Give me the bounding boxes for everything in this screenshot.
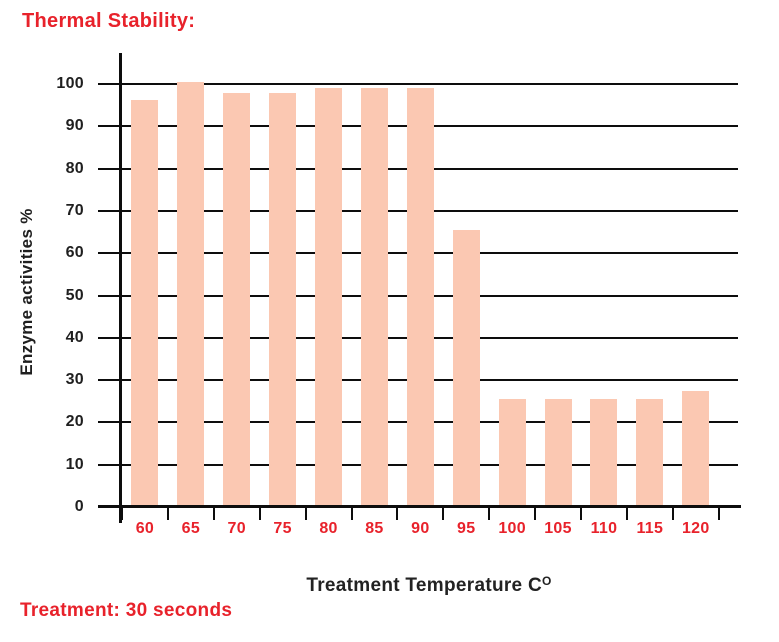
bar-100 <box>498 399 526 507</box>
x-tick-label-60: 60 <box>135 520 155 537</box>
y-tick-label-100: 100 <box>56 75 84 92</box>
y-tick-label-70: 70 <box>65 201 84 219</box>
y-tick-label-40: 40 <box>65 328 84 346</box>
y-tick-label-60: 60 <box>65 244 84 262</box>
x-tick-label-80: 80 <box>319 520 338 537</box>
x-tick-label-70: 70 <box>227 520 246 537</box>
x-tick-label-110: 110 <box>590 520 618 537</box>
x-tick-3 <box>258 506 261 520</box>
bar-85 <box>360 88 388 507</box>
y-tick-label-80: 80 <box>65 159 84 177</box>
x-axis-line <box>98 505 741 508</box>
x-tick-9 <box>534 506 537 520</box>
x-tick-6 <box>396 506 399 520</box>
y-tick-label-10: 10 <box>65 455 84 473</box>
x-tick-label-75: 75 <box>273 520 292 537</box>
x-tick-4 <box>304 506 307 520</box>
y-axis-line <box>119 53 122 523</box>
x-tick-10 <box>580 506 582 520</box>
x-tick-11 <box>625 506 628 520</box>
x-tick-8 <box>488 506 491 520</box>
x-tick-7 <box>442 506 445 520</box>
x-tick-2 <box>212 506 215 520</box>
x-tick-1 <box>166 506 169 520</box>
x-tick-label-65: 65 <box>181 520 201 537</box>
x-axis-title-text: Treatment Temperature C <box>306 575 543 596</box>
bar-60 <box>131 99 159 507</box>
bar-105 <box>544 399 572 507</box>
treatment-duration-note: Treatment: 30 seconds <box>20 600 233 621</box>
x-axis-title: Treatment Temperature CO <box>120 574 738 597</box>
x-tick-label-120: 120 <box>681 520 710 537</box>
x-tick-label-115: 115 <box>636 520 664 537</box>
chart-title: Thermal Stability: <box>22 10 196 32</box>
x-tick-label-105: 105 <box>544 520 572 537</box>
bar-70 <box>223 93 251 507</box>
x-tick-0 <box>121 506 123 520</box>
bar-90 <box>406 88 434 507</box>
bar-120 <box>682 391 710 507</box>
y-tick-label-30: 30 <box>65 371 84 389</box>
x-tick-13 <box>717 506 720 520</box>
x-tick-label-100: 100 <box>498 520 526 537</box>
y-tick-label-20: 20 <box>65 413 84 431</box>
x-tick-label-90: 90 <box>411 520 430 537</box>
x-axis-title-superscript: O <box>542 574 552 588</box>
y-tick-label-50: 50 <box>65 286 84 304</box>
bar-115 <box>636 399 664 507</box>
x-tick-12 <box>671 506 674 520</box>
bar-95 <box>452 230 480 507</box>
bar-65 <box>177 81 205 507</box>
bar-75 <box>269 93 297 507</box>
gridline-100 <box>98 83 738 85</box>
y-tick-label-90: 90 <box>65 117 84 135</box>
x-tick-label-85: 85 <box>365 520 384 537</box>
y-tick-label-0: 0 <box>74 498 84 515</box>
x-tick-label-95: 95 <box>457 520 476 537</box>
bar-110 <box>590 399 618 507</box>
bar-80 <box>315 88 343 507</box>
x-tick-5 <box>350 506 353 520</box>
